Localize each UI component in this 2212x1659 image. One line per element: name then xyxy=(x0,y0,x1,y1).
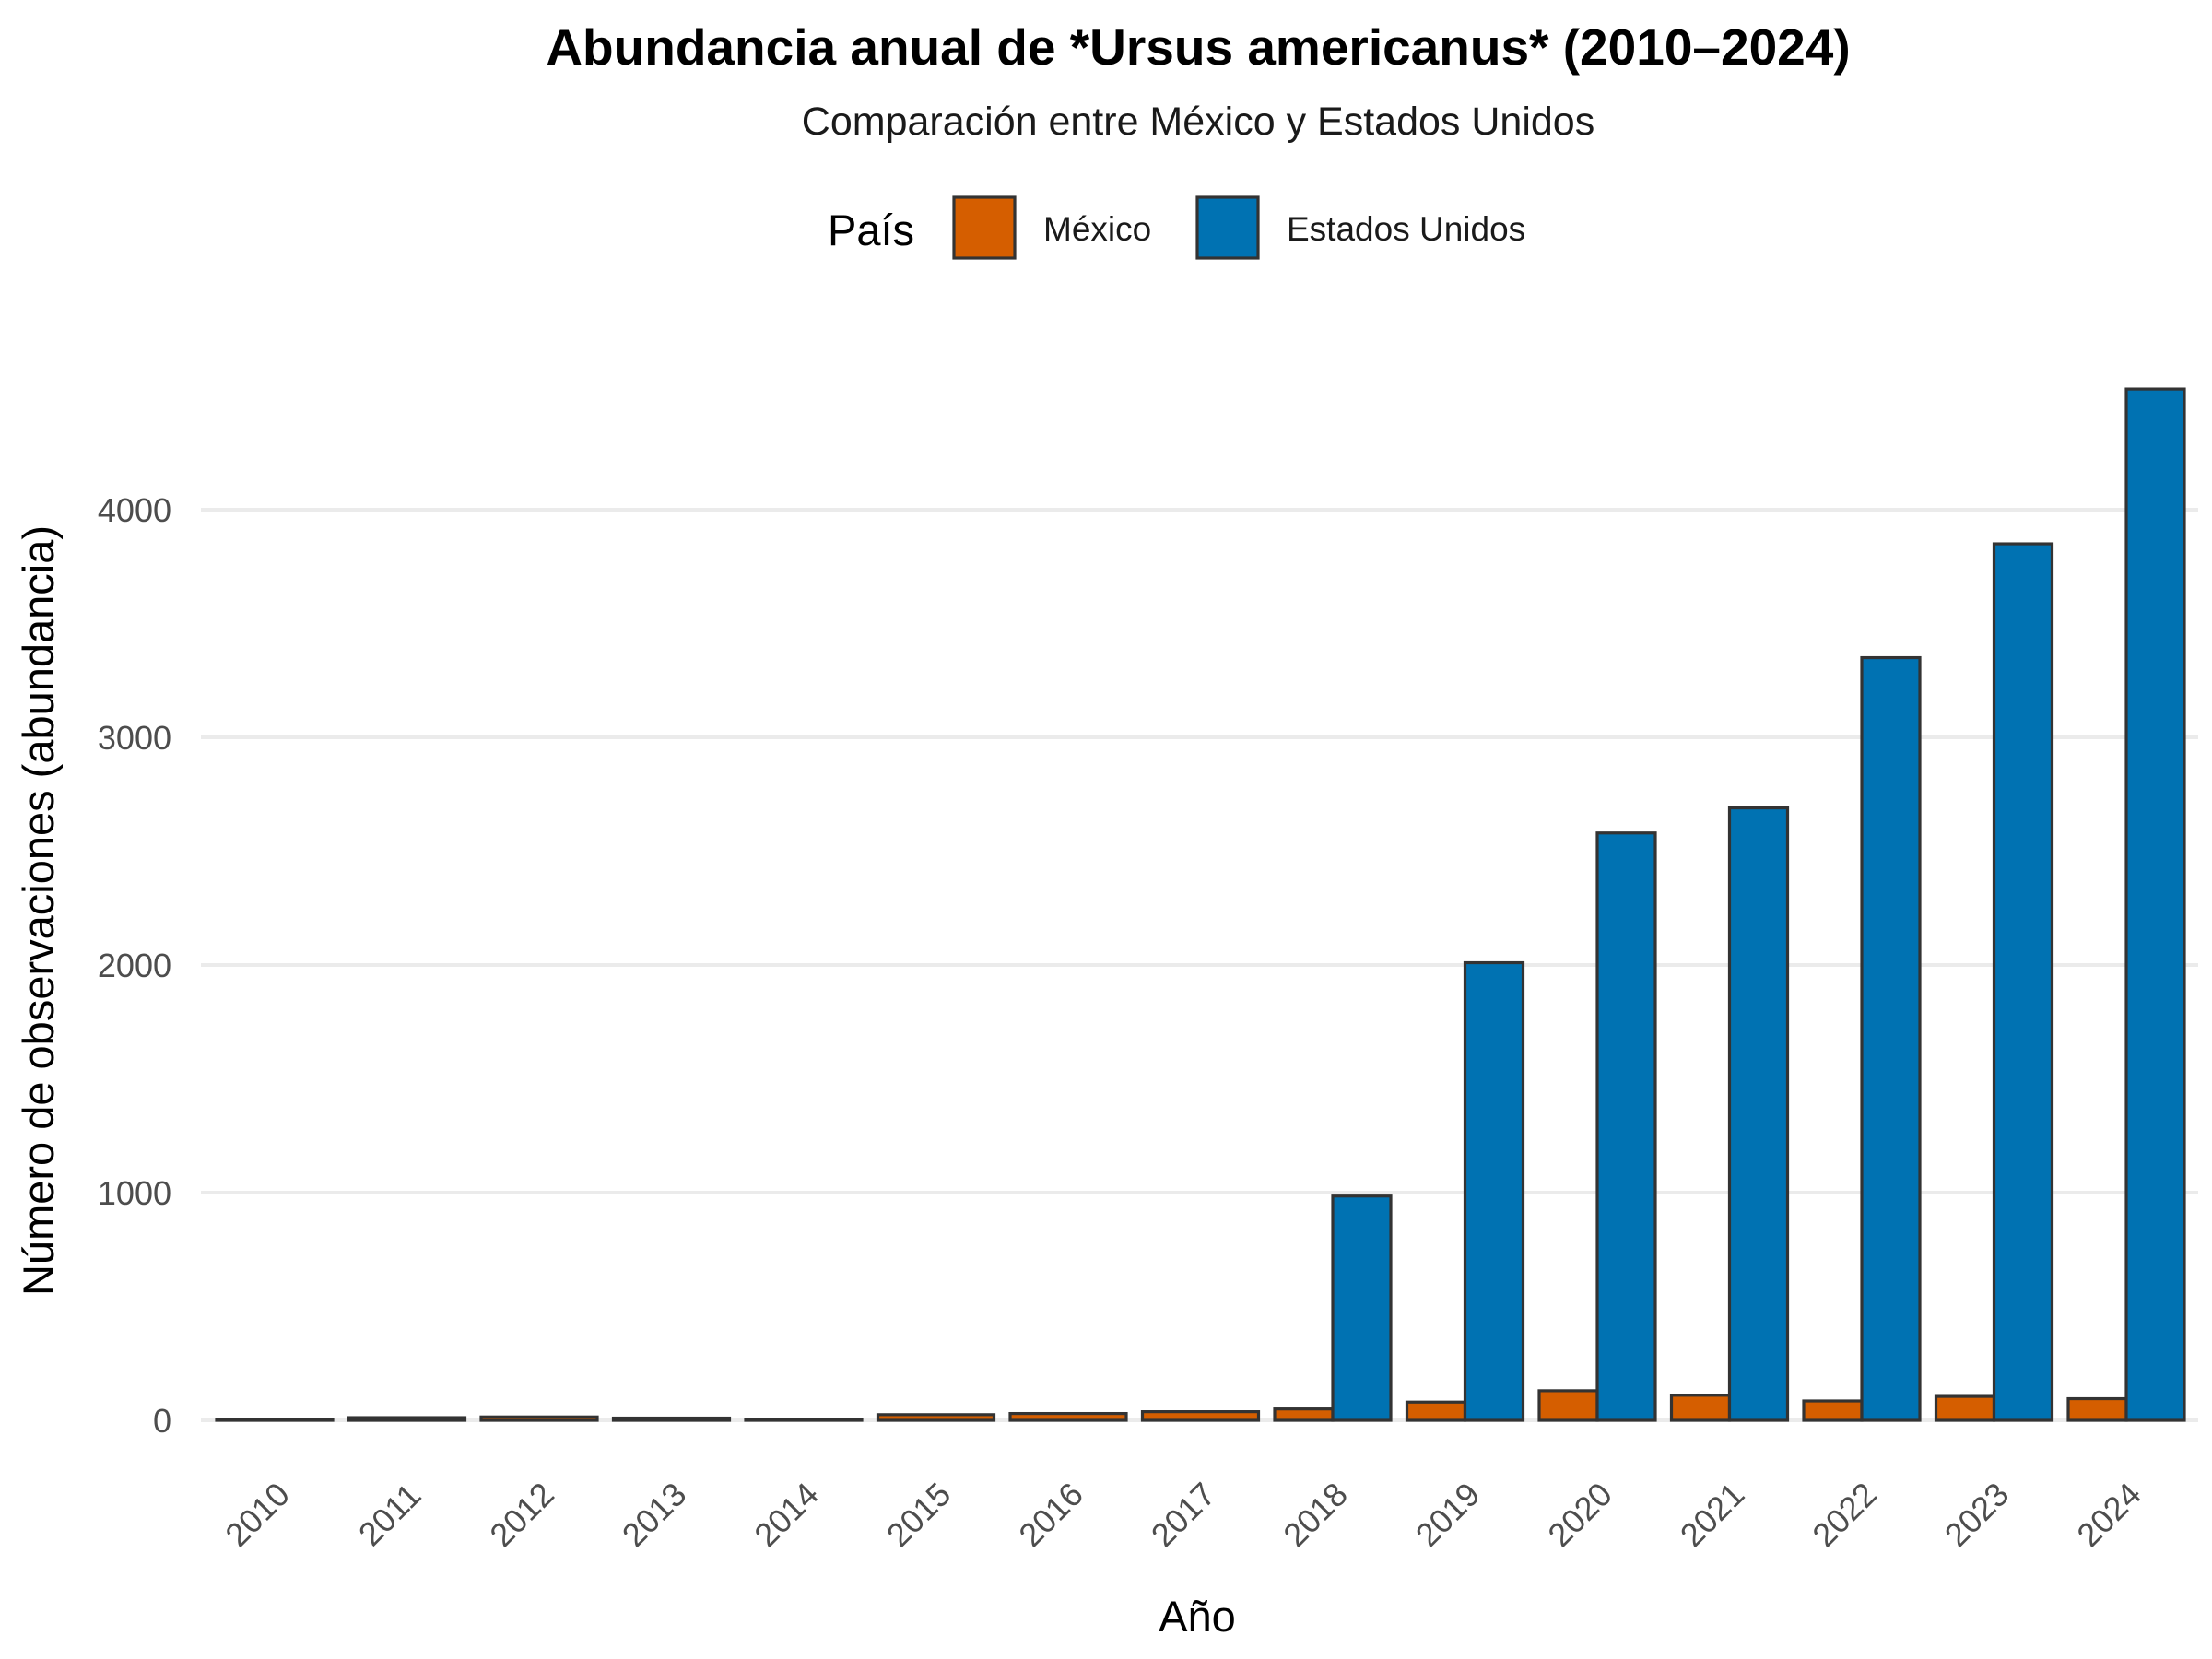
x-tick-label-2024: 2024 xyxy=(2069,1475,2148,1554)
x-tick-label-2020: 2020 xyxy=(1540,1475,1619,1554)
bar-estados-unidos-2020 xyxy=(1595,831,1657,1422)
x-tick-label-2019: 2019 xyxy=(1408,1475,1488,1554)
x-tick-label-2010: 2010 xyxy=(218,1475,297,1554)
x-tick-label-2021: 2021 xyxy=(1673,1475,1752,1554)
x-tick-label-2023: 2023 xyxy=(1937,1475,2017,1554)
x-tick-label-2013: 2013 xyxy=(615,1475,694,1554)
bars xyxy=(215,387,2186,1422)
legend-label-mexico: México xyxy=(1043,210,1151,248)
legend-swatch-estados-unidos xyxy=(1195,195,1260,260)
bar-mexico-2012 xyxy=(479,1415,599,1422)
bar-mexico-2013 xyxy=(611,1416,732,1422)
x-tick-label-2012: 2012 xyxy=(482,1475,561,1554)
y-tick-label-2000: 2000 xyxy=(98,947,171,984)
legend-title: País xyxy=(828,206,914,254)
x-axis-ticks: 2010 2011 2012 2013 2014 2015 2016 2017 2018 2019… xyxy=(218,1475,2148,1554)
bar-mexico-2021 xyxy=(1669,1394,1732,1422)
x-axis-title: Año xyxy=(1159,1592,1236,1641)
x-tick-label-2022: 2022 xyxy=(1805,1475,1884,1554)
bar-estados-unidos-2023 xyxy=(1992,542,2054,1422)
chart-title: Abundancia anual de *Ursus americanus* (… xyxy=(546,18,1850,76)
y-tick-label-1000: 1000 xyxy=(98,1174,171,1212)
y-tick-label-3000: 3000 xyxy=(98,719,171,757)
x-tick-label-2014: 2014 xyxy=(747,1475,826,1554)
legend: País México Estados Unidos xyxy=(828,195,1525,260)
x-tick-label-2018: 2018 xyxy=(1276,1475,1355,1554)
bar-mexico-2015 xyxy=(876,1413,996,1422)
bar-mexico-2022 xyxy=(1802,1399,1864,1422)
y-tick-label-4000: 4000 xyxy=(98,491,171,529)
legend-label-estados-unidos: Estados Unidos xyxy=(1287,210,1525,248)
bar-estados-unidos-2022 xyxy=(1860,655,1922,1422)
bar-mexico-2011 xyxy=(347,1416,467,1422)
x-tick-label-2011: 2011 xyxy=(351,1476,429,1553)
x-tick-label-2017: 2017 xyxy=(1144,1475,1223,1554)
bar-mexico-2010 xyxy=(215,1418,335,1422)
bar-estados-unidos-2024 xyxy=(2124,387,2186,1422)
bar-mexico-2020 xyxy=(1537,1389,1599,1422)
y-axis-ticks: 0 1000 2000 3000 4000 xyxy=(98,491,171,1440)
bar-mexico-2023 xyxy=(1934,1394,1996,1422)
x-tick-label-2015: 2015 xyxy=(879,1475,959,1554)
bar-estados-unidos-2018 xyxy=(1331,1194,1393,1422)
bar-mexico-2014 xyxy=(744,1418,864,1422)
y-axis-title: Número de observaciones (abundancia) xyxy=(14,525,63,1296)
chart-subtitle: Comparación entre México y Estados Unido… xyxy=(802,100,1594,144)
bar-mexico-2024 xyxy=(2066,1396,2128,1422)
bar-estados-unidos-2021 xyxy=(1727,806,1790,1422)
bar-mexico-2018 xyxy=(1273,1407,1335,1422)
bar-mexico-2019 xyxy=(1405,1400,1467,1422)
bar-estados-unidos-2019 xyxy=(1463,960,1525,1422)
x-tick-label-2016: 2016 xyxy=(1011,1475,1090,1554)
bar-mexico-2017 xyxy=(1140,1410,1261,1422)
legend-swatch-mexico xyxy=(952,195,1017,260)
bar-mexico-2016 xyxy=(1008,1411,1128,1422)
y-tick-label-0: 0 xyxy=(153,1402,171,1440)
